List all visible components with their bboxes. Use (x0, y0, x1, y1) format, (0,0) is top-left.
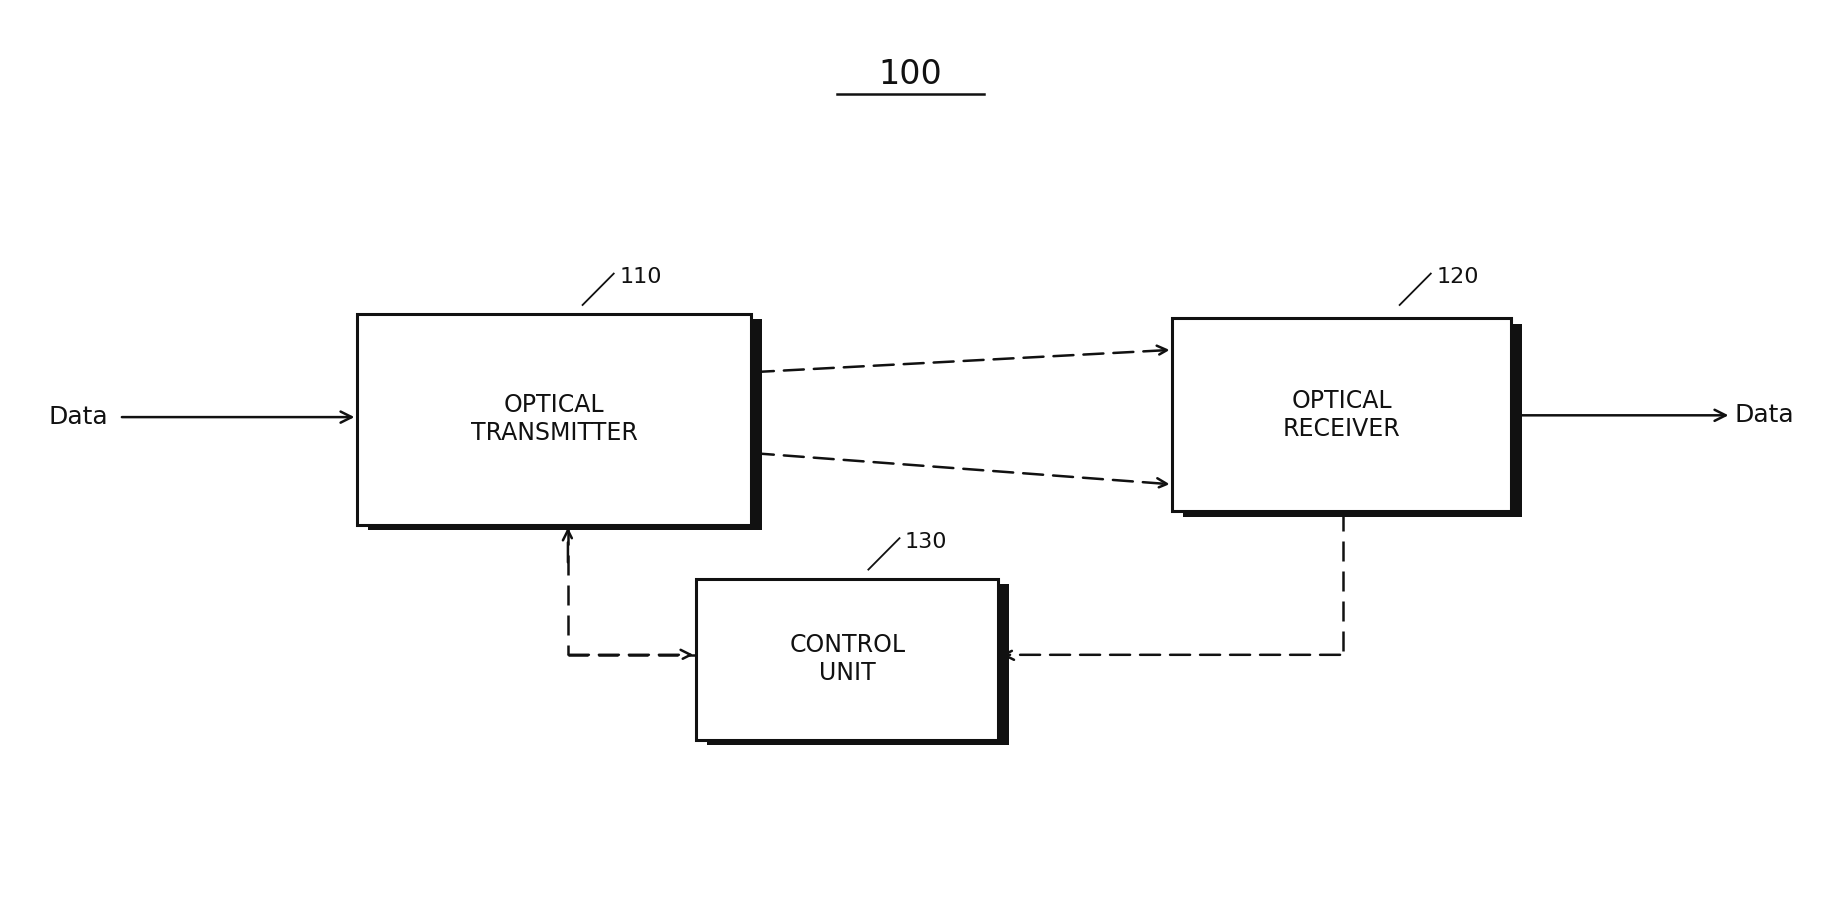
Bar (1172, 318, 1511, 511)
Text: OPTICAL
TRANSMITTER: OPTICAL TRANSMITTER (471, 394, 638, 445)
Bar (696, 579, 998, 740)
Bar (1183, 324, 1522, 517)
Text: 110: 110 (619, 267, 661, 287)
Bar (368, 319, 762, 530)
Text: 130: 130 (905, 532, 947, 552)
Bar (707, 584, 1009, 745)
Text: Data: Data (1735, 404, 1794, 427)
Text: OPTICAL
RECEIVER: OPTICAL RECEIVER (1282, 389, 1401, 440)
Text: Data: Data (49, 405, 108, 429)
Bar (357, 314, 751, 525)
Text: 120: 120 (1436, 267, 1478, 287)
Text: 100: 100 (879, 58, 942, 91)
Text: CONTROL
UNIT: CONTROL UNIT (790, 633, 905, 685)
